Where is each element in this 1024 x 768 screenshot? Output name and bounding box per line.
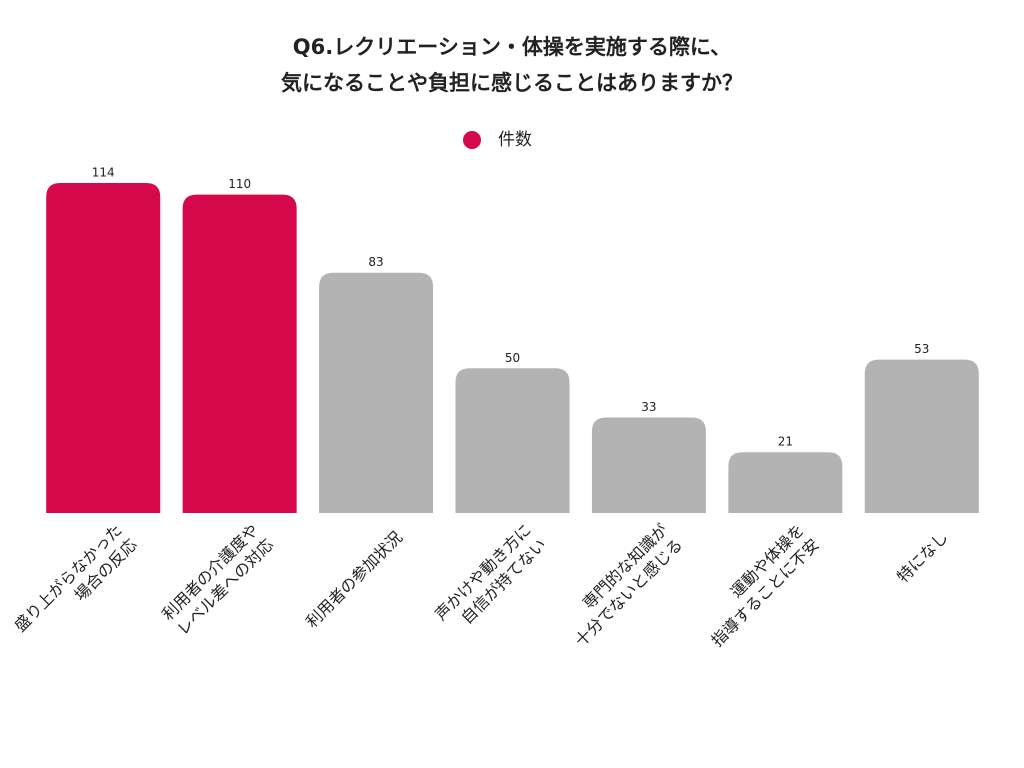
value-label: 50 xyxy=(505,351,520,365)
bar xyxy=(591,417,706,513)
bar xyxy=(319,272,434,513)
value-label: 114 xyxy=(92,166,115,180)
x-tick-label-group: 特になし xyxy=(893,528,952,587)
x-tick-label: 特になし xyxy=(893,528,952,587)
bar xyxy=(46,183,161,513)
x-tick-label: 利用者の参加状況 xyxy=(302,528,406,632)
bar xyxy=(728,452,843,513)
bar xyxy=(182,194,297,513)
bar xyxy=(864,359,979,513)
value-label: 53 xyxy=(914,342,929,356)
value-label: 33 xyxy=(641,400,656,414)
legend-label: 件数 xyxy=(498,130,532,150)
value-label: 83 xyxy=(368,255,383,269)
bar xyxy=(455,368,570,513)
value-label: 21 xyxy=(778,435,793,449)
chart-title: Q6.レクリエーション・体操を実施する際に、 xyxy=(293,35,731,59)
legend-swatch xyxy=(463,131,481,149)
value-label: 110 xyxy=(228,177,251,191)
chart-title: 気になることや負担に感じることはありますか？ xyxy=(281,71,743,95)
x-tick-label-group: 利用者の参加状況 xyxy=(302,528,406,632)
